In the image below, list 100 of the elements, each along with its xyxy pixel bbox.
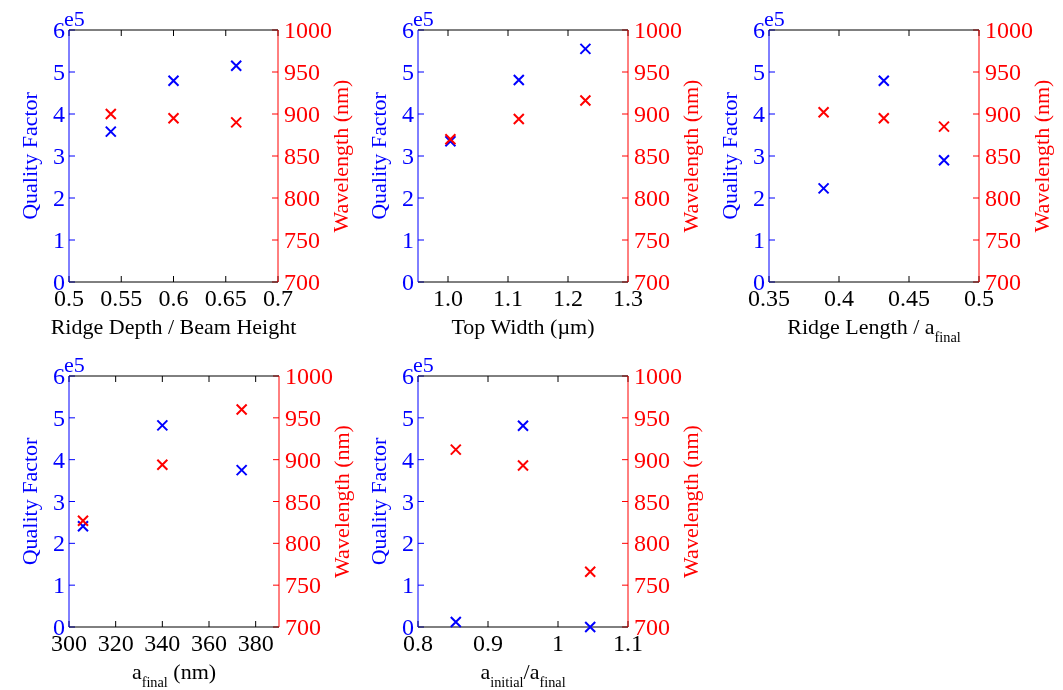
y2-tick-label: 900	[634, 101, 670, 127]
x-axis-title: a$_{initial}$/a$_{final}$	[480, 659, 566, 690]
y2-tick-label: 900	[285, 446, 321, 473]
y-tick-label: 5	[53, 404, 65, 431]
annotation: e5	[764, 6, 785, 31]
point	[449, 443, 462, 456]
y2-tick-label: 900	[985, 101, 1021, 127]
y-tick-label: 2	[53, 185, 65, 211]
y2-tick-label: 800	[284, 185, 320, 211]
y2-tick-label: 700	[285, 614, 321, 640]
x-tick-label: 1.2	[553, 285, 583, 311]
point	[449, 615, 462, 628]
y2-tick-label: 750	[634, 572, 670, 599]
y-tick-label: 3	[53, 143, 65, 169]
y2-axis-title: Wavelength (nm)	[678, 425, 703, 578]
x-tick-label: 340	[144, 630, 181, 656]
y-tick-label: 5	[753, 59, 765, 85]
y-tick-label: 5	[402, 404, 414, 431]
annotation: e5	[64, 352, 85, 377]
y-tick-label: 1	[53, 227, 65, 253]
point	[156, 458, 169, 471]
point	[167, 74, 180, 87]
y-axis-title: Quality Factor	[717, 91, 742, 220]
point	[235, 464, 248, 477]
y-axis-title: Quality Factor	[366, 91, 391, 220]
y-tick-label: 6	[53, 17, 65, 43]
x-tick-label: 380	[237, 630, 274, 656]
y2-tick-label: 1000	[285, 363, 333, 389]
y-tick-label: 3	[753, 143, 765, 169]
x-axis-title: Ridge Length / a$_{final}$	[787, 314, 961, 345]
y-tick-label: 1	[53, 572, 65, 599]
y2-tick-label: 800	[285, 530, 321, 557]
point	[104, 108, 117, 120]
y2-tick-label: 900	[634, 446, 670, 473]
y-tick-label: 4	[753, 101, 765, 127]
y2-tick-label: 750	[285, 572, 321, 599]
point	[877, 74, 890, 87]
y-tick-label: 5	[53, 59, 65, 85]
y2-tick-label: 1000	[284, 17, 332, 43]
point	[817, 106, 830, 119]
point	[77, 520, 89, 533]
y-tick-label: 6	[402, 17, 414, 43]
point	[877, 112, 890, 125]
y2-tick-label: 850	[634, 143, 670, 169]
y-tick-label: 3	[402, 488, 414, 515]
x-tick-label: 320	[97, 630, 134, 656]
y2-tick-label: 750	[284, 227, 320, 253]
x-tick-label: 0.6	[158, 285, 189, 311]
point	[230, 116, 243, 129]
point	[938, 154, 950, 167]
y2-tick-label: 950	[985, 59, 1021, 85]
y-axis-title: Quality Factor	[17, 436, 42, 566]
y2-tick-label: 850	[285, 488, 321, 515]
x-tick-label: 360	[191, 630, 227, 656]
y2-tick-label: 950	[285, 404, 321, 431]
y2-axis-title: Wavelength (nm)	[329, 425, 354, 578]
point	[235, 403, 248, 416]
y2-tick-label: 950	[284, 59, 320, 85]
y2-tick-label: 1000	[985, 17, 1033, 43]
annotation: e5	[413, 6, 434, 31]
y-tick-label: 4	[402, 101, 414, 127]
y-tick-label: 2	[402, 530, 414, 557]
point	[584, 621, 597, 633]
y2-tick-label: 1000	[634, 17, 682, 43]
point	[512, 73, 525, 86]
y-tick-label: 2	[53, 530, 65, 557]
x-axis-title: a$_{final}$ (nm)	[131, 659, 217, 690]
y-axis-title: Quality Factor	[366, 436, 391, 566]
x-tick-label: 1.1	[493, 285, 523, 311]
y2-tick-label: 950	[634, 404, 670, 431]
point	[579, 42, 592, 55]
y2-tick-label: 750	[634, 227, 670, 253]
x-tick-label: 0.9	[473, 630, 503, 656]
point	[579, 94, 592, 107]
x-tick-label: 1	[552, 630, 564, 656]
point	[584, 565, 597, 578]
y-tick-label: 6	[402, 363, 414, 389]
y2-tick-label: 950	[634, 59, 670, 85]
y-tick-label: 3	[402, 143, 414, 169]
point	[104, 125, 117, 138]
y-tick-label: 2	[402, 185, 414, 211]
y2-tick-label: 800	[634, 530, 670, 557]
x-tick-label: 1.0	[433, 285, 463, 311]
y2-axis-title: Wavelength (nm)	[328, 79, 353, 233]
point	[77, 514, 89, 527]
y-tick-label: 3	[53, 488, 65, 515]
y-axis-title: Quality Factor	[17, 91, 42, 220]
point	[156, 419, 169, 432]
y-tick-label: 0	[402, 269, 414, 295]
y2-tick-label: 850	[284, 143, 320, 169]
y2-tick-label: 750	[985, 227, 1021, 253]
point	[512, 113, 525, 126]
y-tick-label: 4	[402, 446, 414, 473]
y-tick-label: 2	[753, 185, 765, 211]
point	[817, 182, 830, 195]
y2-axis-title: Wavelength (nm)	[1029, 79, 1054, 233]
y-tick-label: 6	[53, 363, 65, 389]
y-tick-label: 4	[53, 446, 65, 473]
point	[938, 120, 950, 133]
x-axis-title: Top Width (µm)	[451, 314, 595, 339]
